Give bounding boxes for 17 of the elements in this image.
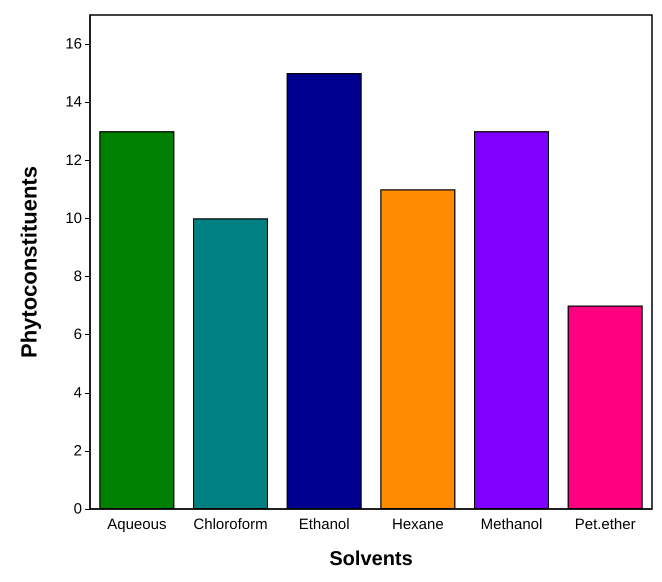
y-tick-label: 4 [74, 384, 82, 402]
y-axis-title: Phytoconstituents [16, 166, 42, 358]
y-tick-label: 2 [74, 442, 82, 460]
y-tick-label: 10 [65, 210, 82, 227]
y-tick-label: 12 [65, 152, 82, 169]
y-tick-label: 6 [74, 326, 82, 344]
x-tick-label: Methanol [480, 516, 542, 533]
x-tick-label: Hexane [392, 516, 444, 533]
x-tick-label: Pet.ether [574, 516, 636, 533]
y-tick-label: 8 [74, 268, 82, 286]
x-tick-label: Aqueous [107, 516, 166, 533]
x-tick-label: Chloroform [193, 516, 268, 533]
y-tick-label: 0 [74, 500, 82, 518]
x-axis-title: Solvents [329, 548, 413, 570]
y-tick-label: 14 [65, 94, 82, 111]
y-tick-label: 16 [65, 36, 82, 53]
x-tick-label: Ethanol [298, 516, 350, 533]
